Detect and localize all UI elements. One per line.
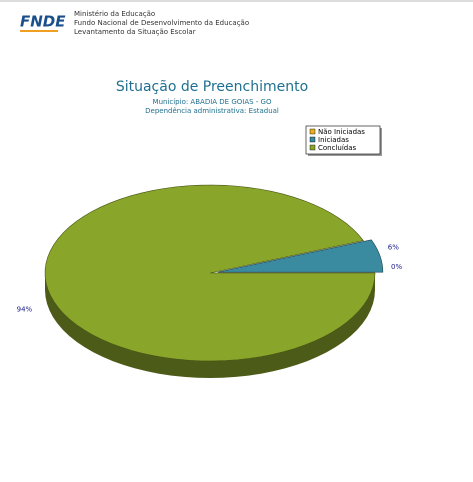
chart-title: Situação de Preenchimento <box>116 79 308 95</box>
header-line: Levantamento da Situação Escolar <box>74 28 196 36</box>
legend-label: Concluídas <box>318 144 357 152</box>
data-label: 6% <box>388 244 399 252</box>
pie-slice <box>44 184 376 362</box>
legend-box <box>305 125 381 155</box>
legend-swatch <box>309 136 316 143</box>
logo: FNDE <box>20 13 66 31</box>
pie-slice-side <box>45 273 375 378</box>
data-label: 0% <box>391 263 402 271</box>
legend-label: Não Iniciadas <box>318 128 365 136</box>
chart-subtitle: Município: ABADIA DE GOIAS - GO <box>153 98 272 106</box>
data-label: 94% <box>17 305 33 313</box>
legend-swatch <box>309 144 316 151</box>
header-line: Ministério da Educação <box>74 10 155 18</box>
legend-swatch <box>309 128 316 135</box>
pie-slice <box>217 239 384 273</box>
header-line: Fundo Nacional de Desenvolvimento da Edu… <box>74 19 249 27</box>
chart-subtitle: Dependência administrativa: Estadual <box>145 107 279 115</box>
legend-label: Iniciadas <box>318 136 349 144</box>
